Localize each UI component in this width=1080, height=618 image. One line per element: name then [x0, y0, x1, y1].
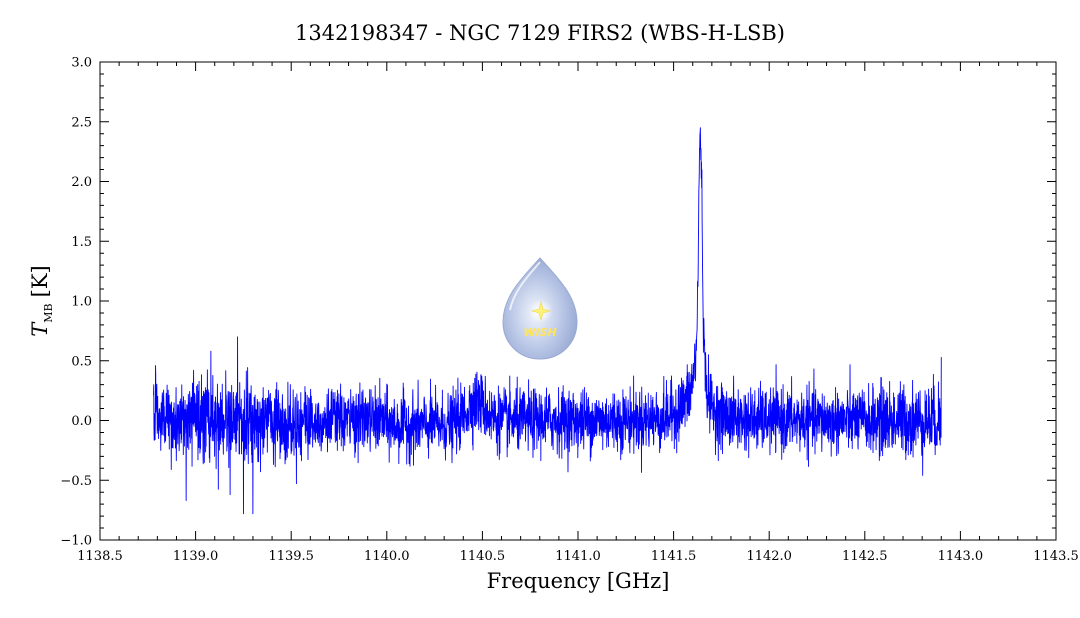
x-axis-label: Frequency [GHz]: [487, 569, 670, 593]
wish-logo: WISH: [502, 257, 578, 360]
y-axis-subscript: MB: [42, 303, 55, 322]
y-tick-label: 3.0: [71, 56, 92, 71]
x-tick-label: 1141.5: [651, 549, 697, 564]
x-tick-label: 1139.0: [173, 549, 219, 564]
logo-text: WISH: [523, 326, 556, 339]
x-tick-label: 1142.5: [842, 549, 888, 564]
y-tick-label: −1.0: [60, 534, 92, 549]
chart-title: 1342198347 - NGC 7129 FIRS2 (WBS-H-LSB): [295, 21, 785, 45]
y-tick-label: −0.5: [60, 474, 92, 489]
x-tick-label: 1143.5: [1033, 549, 1079, 564]
y-axis-label: TMB [K]: [28, 265, 55, 336]
tick-marks: [99, 61, 1057, 541]
spectrum-series-line: [153, 127, 942, 515]
x-tick-label: 1141.0: [555, 549, 601, 564]
y-axis-symbol: T: [28, 321, 52, 337]
y-tick-labels: −1.0 −0.5 0.0 0.5 1.0 1.5 2.0 2.5 3.0: [60, 56, 92, 549]
plot-area: [153, 127, 942, 515]
star-icon: [530, 300, 552, 322]
x-tick-label: 1138.5: [77, 549, 123, 564]
y-tick-label: 0.0: [71, 414, 92, 429]
x-tick-label: 1140.0: [364, 549, 410, 564]
y-axis-unit: [K]: [28, 265, 52, 297]
y-tick-label: 0.5: [71, 354, 92, 369]
x-tick-label: 1140.5: [460, 549, 506, 564]
axis-ticks: [99, 61, 1057, 541]
x-tick-label: 1143.0: [938, 549, 984, 564]
x-tick-label: 1142.0: [746, 549, 792, 564]
y-tick-label: 1.5: [71, 235, 92, 250]
y-tick-label: 1.0: [71, 295, 92, 310]
y-tick-label: 2.0: [71, 175, 92, 190]
x-tick-label: 1139.5: [268, 549, 314, 564]
y-tick-label: 2.5: [71, 115, 92, 130]
x-tick-labels: 1138.5 1139.0 1139.5 1140.0 1140.5 1141.0 1141…: [77, 549, 1079, 564]
